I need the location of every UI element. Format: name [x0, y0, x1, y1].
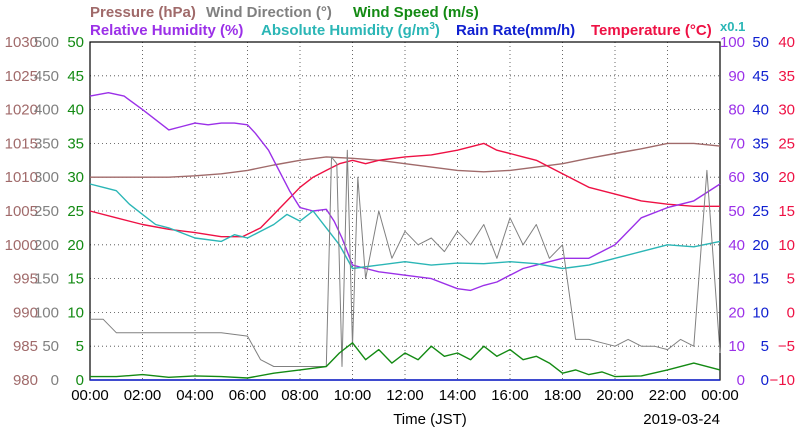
y-tick-label-pressure: 1025 — [5, 68, 38, 85]
axis-tick-labels: 1030102510201015101010051000995990985980… — [5, 34, 795, 404]
y-tick-label-relative-humidity: 100 — [720, 34, 745, 51]
y-tick-label-temperature: 15 — [778, 203, 795, 220]
chart-date: 2019-03-24 — [643, 411, 720, 428]
y-tick-label-temperature: −10 — [770, 372, 795, 389]
y-tick-label-wind-speed: 50 — [67, 34, 84, 51]
x-axis-label: Time (JST) — [393, 411, 467, 428]
x-tick-label: 14:00 — [439, 387, 477, 404]
y-tick-label-pressure: 1020 — [5, 102, 38, 119]
series-line-temperature-c — [89, 142, 720, 238]
x-tick-label: 04:00 — [176, 387, 214, 404]
grid — [90, 42, 720, 380]
y-tick-label-wind-direction: 150 — [34, 271, 59, 288]
y-tick-label-relative-humidity: 0 — [737, 372, 745, 389]
x-tick-label: 12:00 — [386, 387, 424, 404]
y-tick-label-rain-rate: 25 — [752, 203, 769, 220]
y-tick-label-wind-direction: 100 — [34, 304, 59, 321]
y-tick-label-wind-speed: 5 — [76, 338, 84, 355]
y-tick-label-relative-humidity: 40 — [728, 237, 745, 254]
legend-wind-speed: Wind Speed (m/s) — [353, 4, 479, 21]
y-tick-label-pressure: 1010 — [5, 169, 38, 186]
y-tick-label-wind-direction: 400 — [34, 102, 59, 119]
x-tick-label: 20:00 — [596, 387, 634, 404]
y-tick-label-relative-humidity: 20 — [728, 304, 745, 321]
y-tick-label-temperature: 40 — [778, 34, 795, 51]
y-tick-label-temperature: −5 — [778, 338, 795, 355]
series-layer — [89, 91, 721, 381]
series-line-absolute-humidity-g-m3 — [89, 183, 721, 270]
x-tick-label: 22:00 — [649, 387, 687, 404]
y-tick-label-rain-rate: 40 — [752, 102, 769, 119]
y-tick-label-rain-rate: 45 — [752, 68, 769, 85]
y-tick-label-wind-speed: 20 — [67, 237, 84, 254]
x-tick-label: 06:00 — [229, 387, 267, 404]
y-tick-label-wind-direction: 450 — [34, 68, 59, 85]
y-tick-label-pressure: 1030 — [5, 34, 38, 51]
y-tick-label-wind-speed: 45 — [67, 68, 84, 85]
series-line-pressure-hpa — [90, 142, 721, 178]
y-tick-label-relative-humidity: 10 — [728, 338, 745, 355]
y-tick-label-wind-direction: 350 — [34, 135, 59, 152]
x-tick-label: 00:00 — [701, 387, 739, 404]
y-tick-label-rain-rate: 0 — [761, 372, 769, 389]
legend-rain-rate: Rain Rate(mm/h) — [456, 22, 575, 39]
y-tick-label-pressure: 985 — [13, 338, 38, 355]
y-tick-label-wind-speed: 25 — [67, 203, 84, 220]
y-tick-label-relative-humidity: 60 — [728, 169, 745, 186]
x-tick-label: 16:00 — [491, 387, 529, 404]
legend-absolute-humidity: Absolute Humidity (g/m3) — [261, 21, 440, 39]
y-tick-label-rain-rate: 5 — [761, 338, 769, 355]
y-tick-label-relative-humidity: 70 — [728, 135, 745, 152]
legend-relative-humidity: Relative Humidity (%) — [90, 22, 243, 39]
y-tick-label-relative-humidity: 80 — [728, 102, 745, 119]
y-tick-label-wind-direction: 300 — [34, 169, 59, 186]
y-tick-label-wind-speed: 30 — [67, 169, 84, 186]
y-tick-label-rain-rate: 10 — [752, 304, 769, 321]
y-tick-label-wind-speed: 0 — [76, 372, 84, 389]
y-tick-label-pressure: 990 — [13, 304, 38, 321]
x-tick-label: 02:00 — [124, 387, 162, 404]
y-tick-label-pressure: 1000 — [5, 237, 38, 254]
x-tick-label: 10:00 — [334, 387, 372, 404]
y-tick-label-rain-rate: 15 — [752, 271, 769, 288]
legend-temperature: Temperature (°C) — [591, 22, 712, 39]
y-tick-label-pressure: 995 — [13, 271, 38, 288]
y-tick-label-rain-rate: 20 — [752, 237, 769, 254]
y-tick-label-pressure: 1005 — [5, 203, 38, 220]
y-tick-label-wind-speed: 10 — [67, 304, 84, 321]
y-tick-label-temperature: 35 — [778, 68, 795, 85]
y-tick-label-wind-direction: 0 — [51, 372, 59, 389]
y-tick-label-temperature: 0 — [787, 304, 795, 321]
y-tick-label-wind-speed: 40 — [67, 102, 84, 119]
series-line-wind-direction — [90, 149, 721, 367]
y-tick-label-rain-rate: 50 — [752, 34, 769, 51]
series-line-wind-speed-m-s — [90, 342, 721, 379]
y-tick-label-temperature: 5 — [787, 271, 795, 288]
y-tick-label-wind-direction: 50 — [42, 338, 59, 355]
x-tick-label: 08:00 — [281, 387, 319, 404]
y-tick-label-temperature: 30 — [778, 102, 795, 119]
y-tick-label-temperature: 20 — [778, 169, 795, 186]
y-tick-label-wind-direction: 250 — [34, 203, 59, 220]
y-tick-label-wind-direction: 200 — [34, 237, 59, 254]
x-tick-label: 00:00 — [71, 387, 109, 404]
y-tick-label-relative-humidity: 30 — [728, 271, 745, 288]
scale-note: x0.1 — [720, 19, 745, 34]
y-tick-label-wind-speed: 15 — [67, 271, 84, 288]
legend-pressure: Pressure (hPa) — [90, 4, 196, 21]
y-tick-label-relative-humidity: 50 — [728, 203, 745, 220]
y-tick-label-relative-humidity: 90 — [728, 68, 745, 85]
y-tick-label-wind-direction: 500 — [34, 34, 59, 51]
y-tick-label-temperature: 10 — [778, 237, 795, 254]
x-tick-label: 18:00 — [544, 387, 582, 404]
y-tick-label-pressure: 980 — [13, 372, 38, 389]
y-tick-label-rain-rate: 35 — [752, 135, 769, 152]
legend-wind-direction: Wind Direction (°) — [206, 4, 332, 21]
y-tick-label-rain-rate: 30 — [752, 169, 769, 186]
y-tick-label-temperature: 25 — [778, 135, 795, 152]
y-tick-label-pressure: 1015 — [5, 135, 38, 152]
y-tick-label-wind-speed: 35 — [67, 135, 84, 152]
